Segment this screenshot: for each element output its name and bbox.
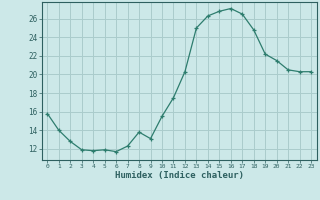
X-axis label: Humidex (Indice chaleur): Humidex (Indice chaleur) — [115, 171, 244, 180]
